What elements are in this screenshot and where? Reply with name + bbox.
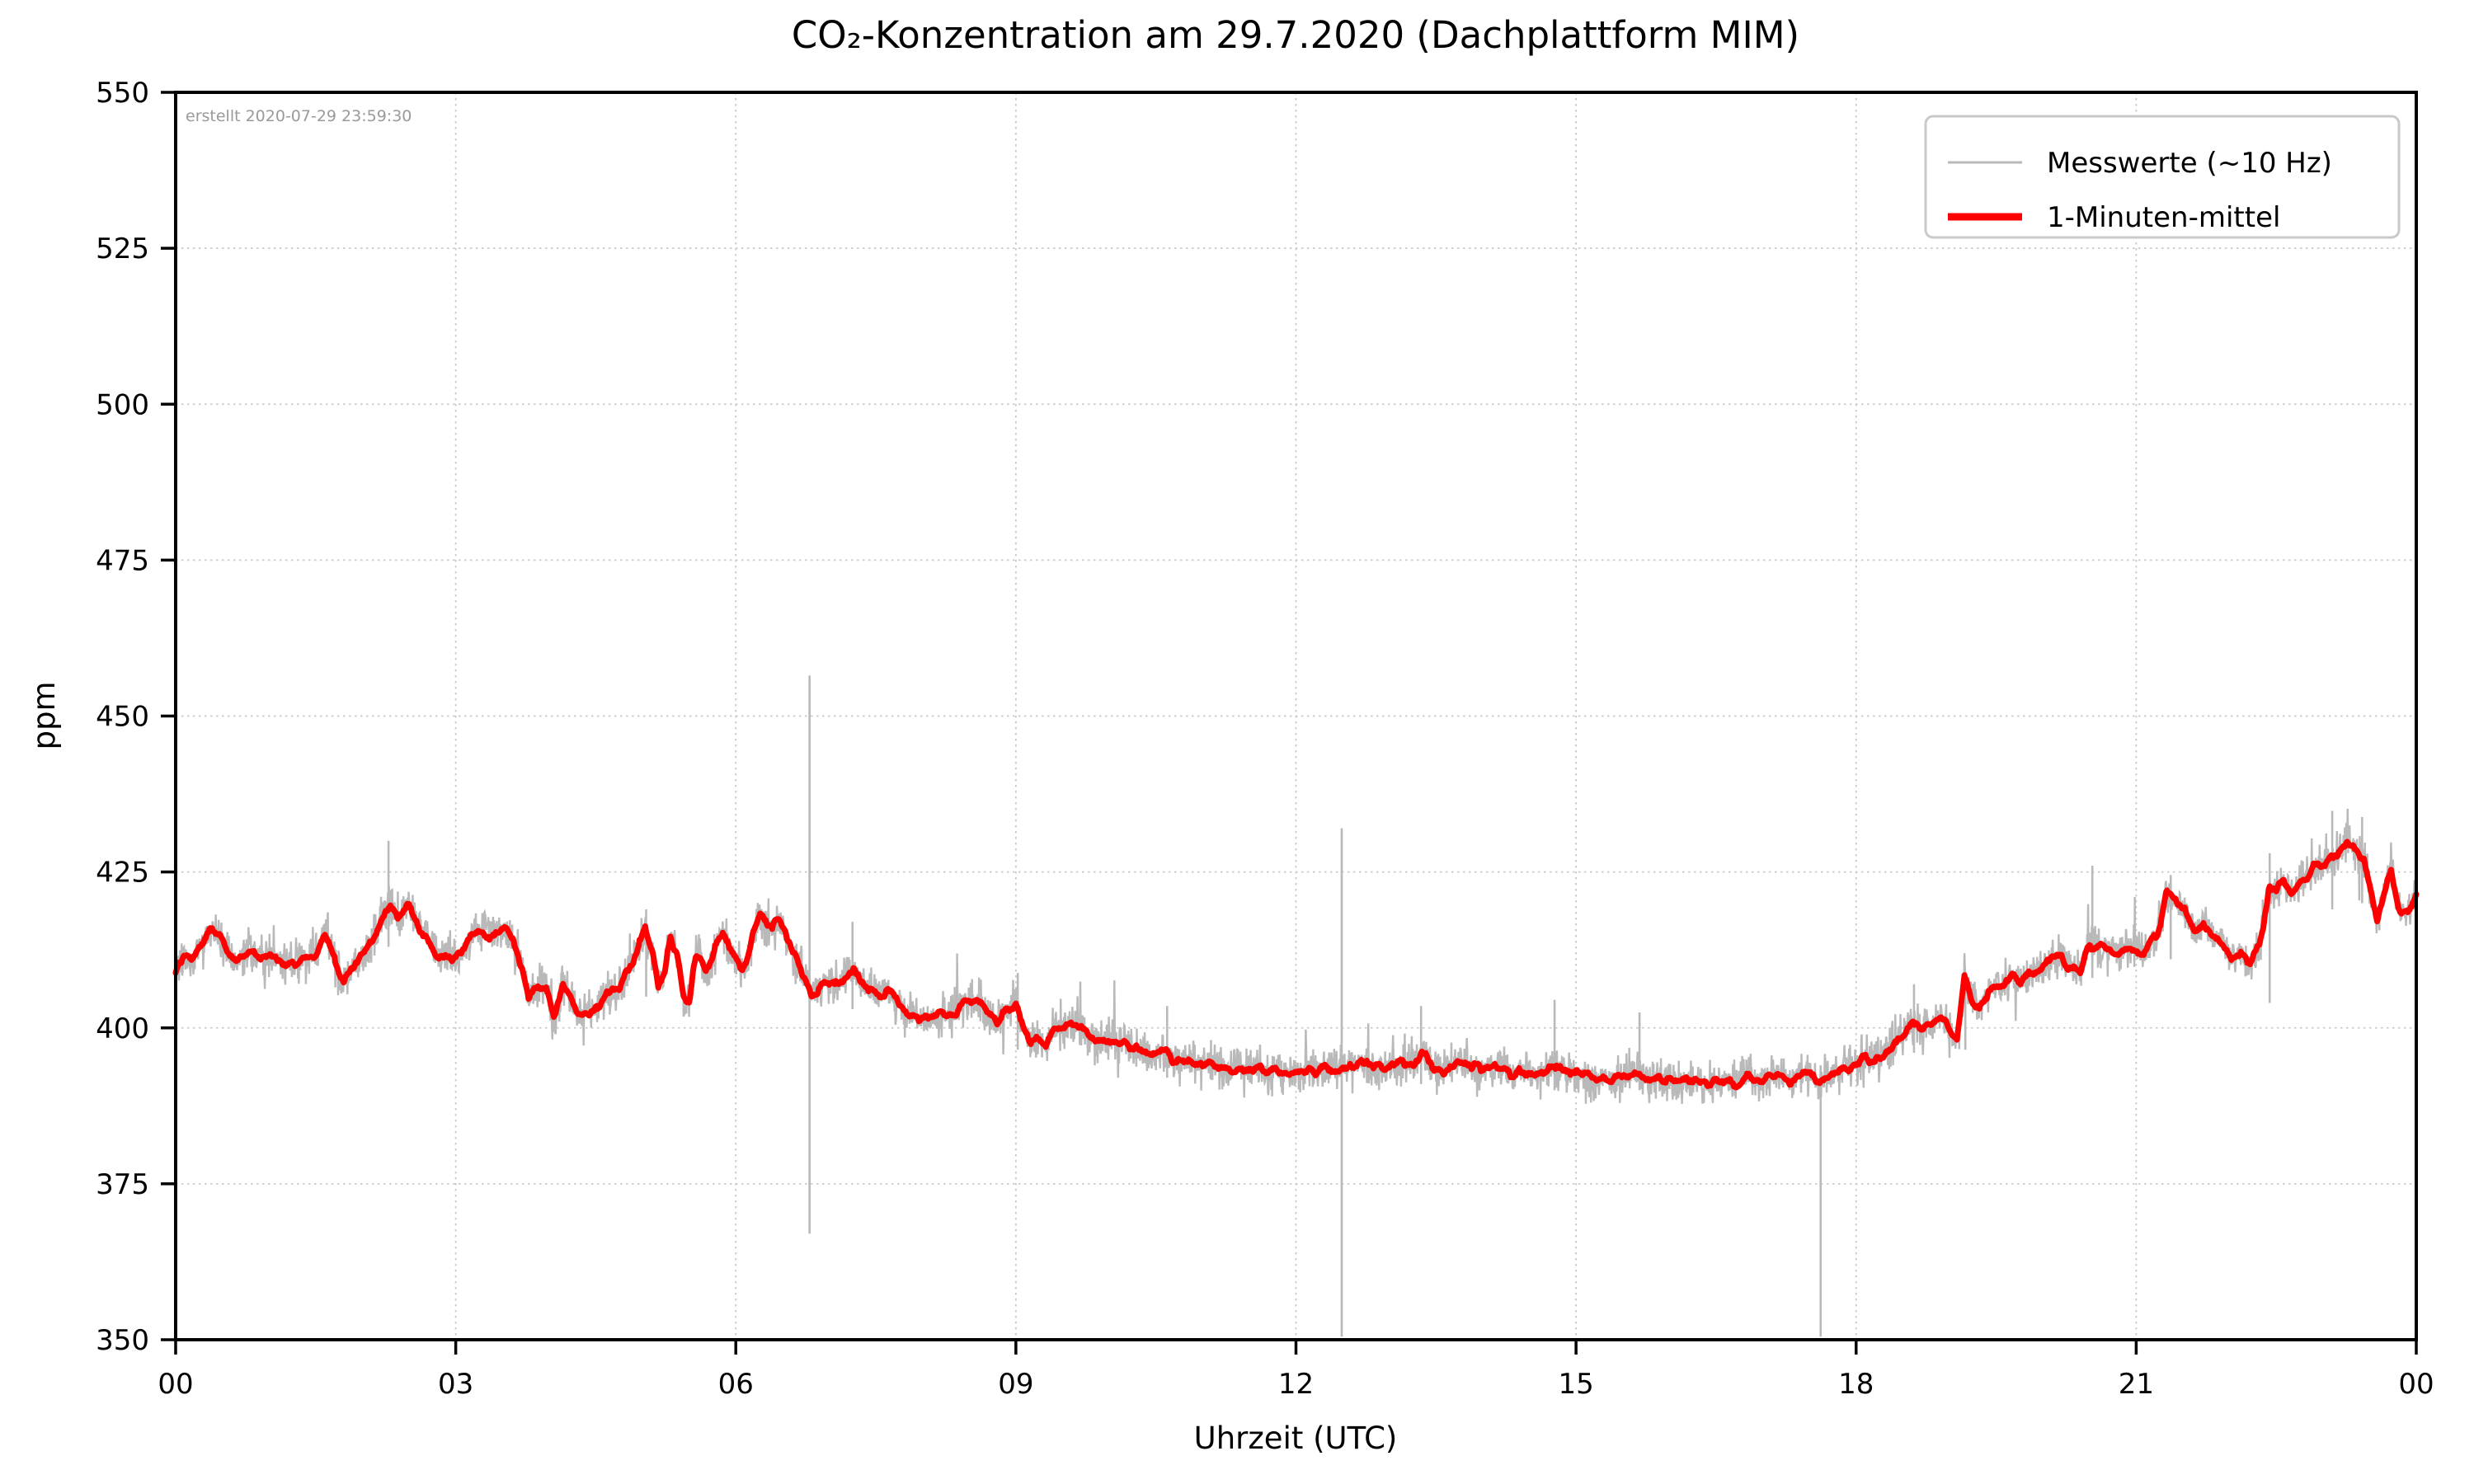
svg-text:550: 550 [96,77,149,110]
mean-series-line [172,838,2420,1091]
axis-tick-labels: 350 375 400 425 450 475 500 525 550 00 03 06 09 12 15 1… [96,77,2434,1401]
legend-raw-label: Messwerte (~10 Hz) [2047,147,2332,180]
svg-text:12: 12 [1278,1368,1314,1401]
svg-text:450: 450 [96,701,149,734]
svg-text:400: 400 [96,1012,149,1045]
gridlines [176,92,2416,1340]
svg-text:425: 425 [96,857,149,890]
svg-text:475: 475 [96,544,149,577]
axis-ticks [161,91,2418,1355]
legend-box [1924,115,2401,239]
svg-text:00: 00 [2398,1368,2434,1401]
svg-text:03: 03 [438,1368,473,1401]
svg-text:500: 500 [96,388,149,421]
svg-text:21: 21 [2119,1368,2154,1401]
svg-text:00: 00 [158,1368,193,1401]
svg-text:18: 18 [1838,1368,1874,1401]
x-axis-label: Uhrzeit (UTC) [1194,1421,1398,1456]
svg-text:375: 375 [96,1168,149,1201]
legend-mean-label: 1-Minuten-mittel [2047,201,2280,234]
svg-text:15: 15 [1558,1368,1593,1401]
created-timestamp-note: erstellt 2020-07-29 23:59:30 [186,107,412,125]
svg-text:525: 525 [96,232,149,265]
raw-series-line [174,808,2418,1105]
y-axis-label: ppm [26,681,62,749]
svg-text:09: 09 [998,1368,1033,1401]
svg-text:06: 06 [718,1368,754,1401]
chart-title: CO₂-Konzentration am 29.7.2020 (Dachplat… [792,13,1799,57]
svg-text:350: 350 [96,1324,149,1357]
legend: Messwerte (~10 Hz) 1-Minuten-mittel [1924,115,2401,239]
